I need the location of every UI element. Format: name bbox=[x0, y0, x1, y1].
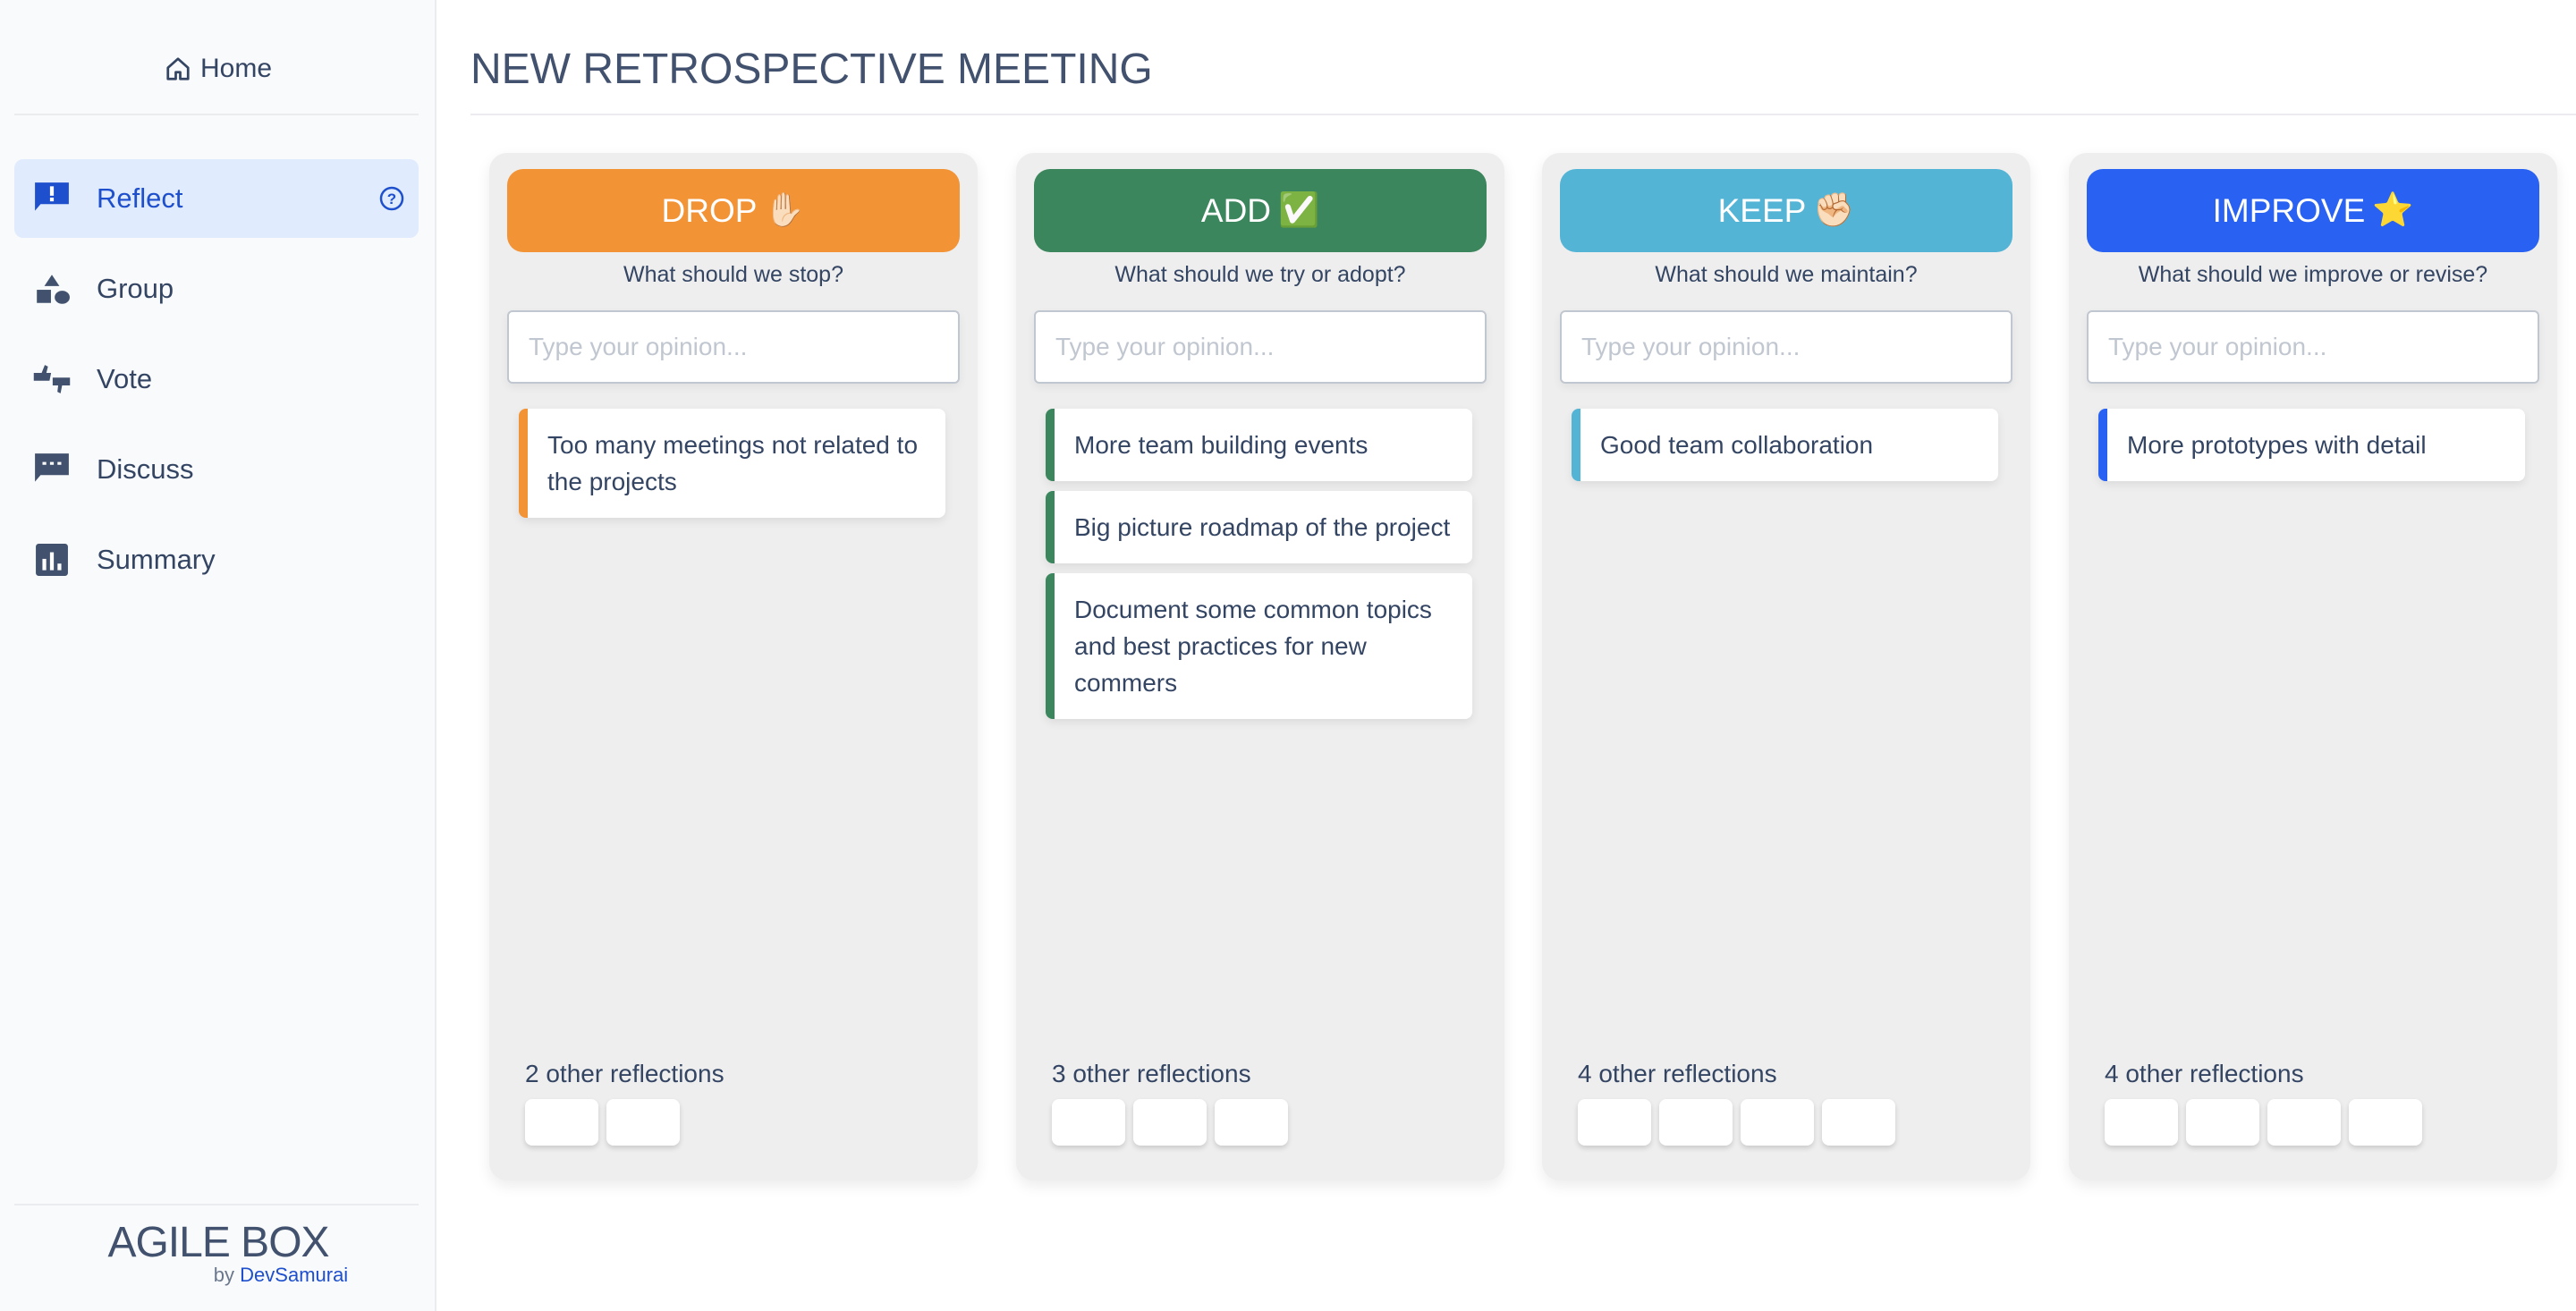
sidebar-item-discuss[interactable]: Discuss bbox=[14, 430, 419, 509]
hidden-reflection-chip[interactable] bbox=[2349, 1099, 2422, 1146]
reflection-card[interactable]: More team building events bbox=[1046, 409, 1472, 481]
column-emoji-icon: ✊🏻 bbox=[1813, 191, 1855, 228]
column-improve: IMPROVE ⭐ What should we improve or revis… bbox=[2069, 153, 2557, 1180]
sidebar-item-reflect[interactable]: Reflect ? bbox=[14, 159, 419, 238]
home-link[interactable]: Home bbox=[0, 54, 436, 84]
opinion-input[interactable] bbox=[2087, 310, 2539, 384]
card-list: More prototypes with detail bbox=[2098, 409, 2525, 491]
opinion-input[interactable] bbox=[1034, 310, 1487, 384]
home-label: Home bbox=[199, 54, 273, 83]
hidden-reflection-chip[interactable] bbox=[1052, 1099, 1125, 1146]
sidebar-item-vote[interactable]: Vote bbox=[14, 340, 419, 419]
sidebar: Home Reflect ? Group Vote Discuss Summar… bbox=[0, 0, 436, 1311]
shapes-icon bbox=[32, 269, 72, 309]
hidden-reflection-chip[interactable] bbox=[606, 1099, 680, 1146]
column-subtitle: What should we stop? bbox=[623, 262, 843, 287]
sidebar-item-group[interactable]: Group bbox=[14, 250, 419, 328]
opinion-input[interactable] bbox=[1560, 310, 2012, 384]
page-title: NEW RETROSPECTIVE MEETING bbox=[470, 46, 1153, 93]
hidden-reflection-chip[interactable] bbox=[2186, 1099, 2259, 1146]
brand-logo: AGILE BOX by DevSamurai bbox=[0, 1218, 436, 1287]
column-header: KEEP ✊🏻 bbox=[1560, 169, 2012, 252]
column-subtitle: What should we maintain? bbox=[1655, 262, 1918, 287]
exclamation-bubble-icon bbox=[32, 179, 72, 218]
hidden-reflection-chip[interactable] bbox=[1741, 1099, 1814, 1146]
card-list: Good team collaboration bbox=[1572, 409, 1998, 491]
hidden-reflection-chip[interactable] bbox=[1659, 1099, 1733, 1146]
other-reflections-count: 4 other reflections bbox=[2105, 1060, 2304, 1087]
help-icon[interactable]: ? bbox=[379, 186, 404, 218]
reflection-card[interactable]: Good team collaboration bbox=[1572, 409, 1998, 481]
column-drop: DROP ✋🏻 What should we stop? Type your op… bbox=[489, 153, 978, 1180]
hidden-reflection-chip[interactable] bbox=[1215, 1099, 1288, 1146]
card-list: Too many meetings not related to the pro… bbox=[519, 409, 945, 528]
divider bbox=[14, 1204, 419, 1205]
opinion-input-wrapper: Type your opinion... bbox=[1560, 310, 2012, 384]
sidebar-item-label: Summary bbox=[97, 544, 216, 575]
column-header: ADD ✅ bbox=[1034, 169, 1487, 252]
hidden-reflection-chip[interactable] bbox=[1822, 1099, 1895, 1146]
reflection-card[interactable]: More prototypes with detail bbox=[2098, 409, 2525, 481]
reflection-card[interactable]: Big picture roadmap of the project bbox=[1046, 491, 1472, 563]
column-emoji-icon: ⭐ bbox=[2372, 191, 2414, 228]
column-title: KEEP bbox=[1717, 191, 1807, 229]
other-reflections-chips bbox=[2105, 1099, 2422, 1146]
hidden-reflection-chip[interactable] bbox=[2267, 1099, 2341, 1146]
column-add: ADD ✅ What should we try or adopt? Type y… bbox=[1016, 153, 1504, 1180]
column-emoji-icon: ✅ bbox=[1278, 191, 1320, 228]
column-subtitle: What should we improve or revise? bbox=[2138, 262, 2488, 287]
sidebar-item-label: Group bbox=[97, 273, 174, 304]
sidebar-item-label: Vote bbox=[97, 363, 153, 394]
other-reflections-count: 3 other reflections bbox=[1052, 1060, 1251, 1087]
opinion-input-wrapper: Type your opinion... bbox=[507, 310, 960, 384]
column-title: IMPROVE bbox=[2212, 191, 2366, 229]
card-list: More team building events Big picture roa… bbox=[1046, 409, 1472, 729]
brand-byline: by DevSamurai bbox=[125, 1264, 436, 1287]
other-reflections-count: 4 other reflections bbox=[1578, 1060, 1777, 1087]
chat-dots-icon bbox=[32, 450, 72, 489]
home-icon bbox=[166, 57, 190, 80]
divider bbox=[14, 114, 419, 115]
sidebar-item-summary[interactable]: Summary bbox=[14, 520, 419, 599]
brand-name: AGILE BOX bbox=[107, 1219, 329, 1266]
svg-text:?: ? bbox=[387, 190, 396, 207]
opinion-input-wrapper: Type your opinion... bbox=[1034, 310, 1487, 384]
column-title: DROP bbox=[661, 191, 758, 229]
column-header: DROP ✋🏻 bbox=[507, 169, 960, 252]
column-title: ADD bbox=[1200, 191, 1272, 229]
reflection-card[interactable]: Too many meetings not related to the pro… bbox=[519, 409, 945, 518]
column-keep: KEEP ✊🏻 What should we maintain? Type you… bbox=[1542, 153, 2030, 1180]
opinion-input[interactable] bbox=[507, 310, 960, 384]
column-header: IMPROVE ⭐ bbox=[2087, 169, 2539, 252]
opinion-input-wrapper: Type your opinion... bbox=[2087, 310, 2539, 384]
reflection-card[interactable]: Document some common topics and best pra… bbox=[1046, 573, 1472, 719]
hidden-reflection-chip[interactable] bbox=[1133, 1099, 1207, 1146]
bar-chart-icon bbox=[32, 540, 72, 579]
sidebar-item-label: Discuss bbox=[97, 453, 194, 485]
hidden-reflection-chip[interactable] bbox=[1578, 1099, 1651, 1146]
header-divider bbox=[470, 114, 2576, 115]
hidden-reflection-chip[interactable] bbox=[2105, 1099, 2178, 1146]
hidden-reflection-chip[interactable] bbox=[525, 1099, 598, 1146]
by-label: by bbox=[213, 1264, 235, 1286]
company-link[interactable]: DevSamurai bbox=[240, 1264, 349, 1286]
column-subtitle: What should we try or adopt? bbox=[1114, 262, 1406, 287]
other-reflections-count: 2 other reflections bbox=[525, 1060, 724, 1087]
other-reflections-chips bbox=[1578, 1099, 1895, 1146]
thumbs-up-down-icon bbox=[32, 359, 72, 399]
sidebar-item-label: Reflect bbox=[97, 182, 183, 214]
column-emoji-icon: ✋🏻 bbox=[764, 191, 806, 228]
other-reflections-chips bbox=[525, 1099, 680, 1146]
other-reflections-chips bbox=[1052, 1099, 1288, 1146]
